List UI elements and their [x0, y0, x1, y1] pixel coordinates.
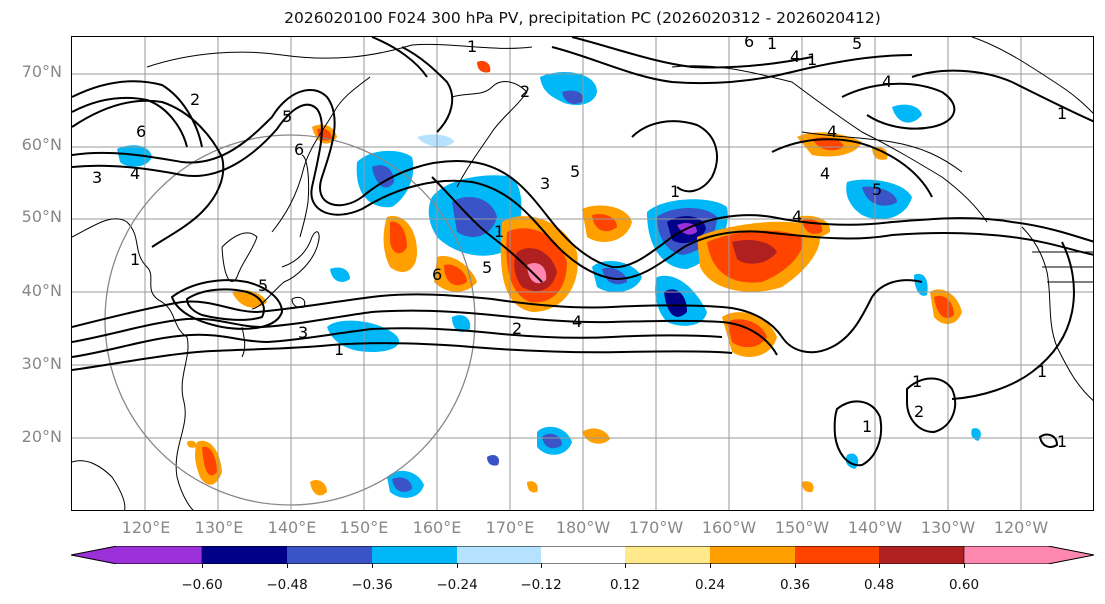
colorbar-tick-label: 0.60 — [948, 577, 980, 593]
colorbar-segment — [963, 546, 1094, 564]
lat-label-40n: 40°N — [21, 281, 62, 300]
lat-label-60n: 60°N — [21, 135, 62, 154]
contour-label: 5 — [570, 162, 580, 181]
lon-label: 120°W — [993, 518, 1049, 537]
colorbar-segment — [625, 546, 710, 564]
contour-label: 1 — [862, 417, 872, 436]
contour-label: 5 — [852, 37, 862, 53]
pv-contours — [72, 37, 1093, 467]
contour-label: 3 — [540, 174, 550, 193]
lat-label-50n: 50°N — [21, 207, 62, 226]
lon-label: 180°W — [555, 518, 611, 537]
contour-label: 5 — [872, 180, 882, 199]
colorbar-segment — [71, 546, 203, 564]
colorbar-tick-label: 0.12 — [609, 577, 641, 593]
lat-label-70n: 70°N — [21, 62, 62, 81]
contour-label: 4 — [827, 122, 837, 141]
range-ring — [104, 134, 476, 506]
contour-label: 2 — [914, 402, 924, 421]
contour-label: 1 — [334, 340, 344, 359]
contour-label: 4 — [882, 72, 892, 91]
colorbar-segment — [710, 546, 795, 564]
lon-label: 150°E — [339, 518, 389, 537]
lat-label-30n: 30°N — [21, 354, 62, 373]
contour-label: 3 — [298, 323, 308, 342]
colorbar-segment — [202, 546, 287, 564]
colorbar-tick-label: 0.48 — [863, 577, 895, 593]
lat-label-20n: 20°N — [21, 427, 62, 446]
colorbar — [71, 546, 1094, 564]
colorbar-tick-label: −0.24 — [436, 577, 478, 593]
colorbar-tick-label: −0.36 — [351, 577, 393, 593]
contour-label: 4 — [792, 207, 802, 226]
map-canvas: 3 4 2 6 5 6 1 5 3 1 6 5 1 3 5 2 4 2 1 1 … — [72, 37, 1093, 510]
lon-label: 130°E — [194, 518, 244, 537]
contour-label: 5 — [282, 107, 292, 126]
lon-label: 140°W — [847, 518, 903, 537]
contour-label: 5 — [482, 258, 492, 277]
colorbar-tick-label: 0.36 — [779, 577, 811, 593]
lon-label: 170°W — [628, 518, 684, 537]
map-panel: 3 4 2 6 5 6 1 5 3 1 6 5 1 3 5 2 4 2 1 1 … — [71, 36, 1094, 511]
contour-label: 6 — [744, 37, 754, 51]
colorbar-segment — [795, 546, 879, 564]
contour-label: 3 — [92, 168, 102, 187]
lon-label: 130°W — [920, 518, 976, 537]
contour-label: 4 — [790, 47, 800, 66]
lon-label: 120°E — [121, 518, 171, 537]
contour-label: 1 — [670, 182, 680, 201]
colorbar-tick-label: −0.48 — [266, 577, 308, 593]
colorbar-tick-label: −0.12 — [520, 577, 562, 593]
contour-label: 6 — [294, 140, 304, 159]
contour-label: 1 — [130, 250, 140, 269]
contour-label: 2 — [512, 319, 522, 338]
map-title: 2026020100 F024 300 hPa PV, precipitatio… — [284, 9, 881, 27]
colorbar-segment — [287, 546, 372, 564]
contour-label: 4 — [130, 164, 140, 183]
contour-label: 1 — [912, 372, 922, 391]
colorbar-segment — [879, 546, 964, 564]
colorbar-segment — [457, 546, 541, 564]
colorbar-tick-label: −0.60 — [181, 577, 223, 593]
contour-label: 2 — [190, 90, 200, 109]
coastlines — [72, 37, 1093, 510]
contour-label: 1 — [1057, 104, 1067, 123]
contour-label: 1 — [807, 50, 817, 69]
lon-label: 160°W — [701, 518, 757, 537]
contour-label: 5 — [258, 276, 268, 295]
precipitation-shading — [117, 61, 981, 498]
lon-label: 150°W — [774, 518, 830, 537]
contour-label: 6 — [136, 122, 146, 141]
contour-labels: 3 4 2 6 5 6 1 5 3 1 6 5 1 3 5 2 4 2 1 1 … — [92, 37, 1067, 451]
lon-label: 170°E — [485, 518, 535, 537]
contour-label: 1 — [1037, 362, 1047, 381]
contour-label: 4 — [572, 312, 582, 331]
lon-label: 160°E — [412, 518, 462, 537]
contour-label: 4 — [820, 164, 830, 183]
contour-label: 2 — [520, 82, 530, 101]
contour-label: 1 — [767, 37, 777, 53]
colorbar-segment — [372, 546, 457, 564]
colorbar-segment — [541, 546, 625, 564]
contour-label: 1 — [494, 222, 504, 241]
lon-label: 140°E — [267, 518, 317, 537]
contour-label: 1 — [467, 37, 477, 56]
contour-label: 1 — [1057, 432, 1067, 451]
contour-label: 6 — [432, 265, 442, 284]
graticule — [72, 37, 1093, 510]
colorbar-tick-label: 0.24 — [694, 577, 726, 593]
